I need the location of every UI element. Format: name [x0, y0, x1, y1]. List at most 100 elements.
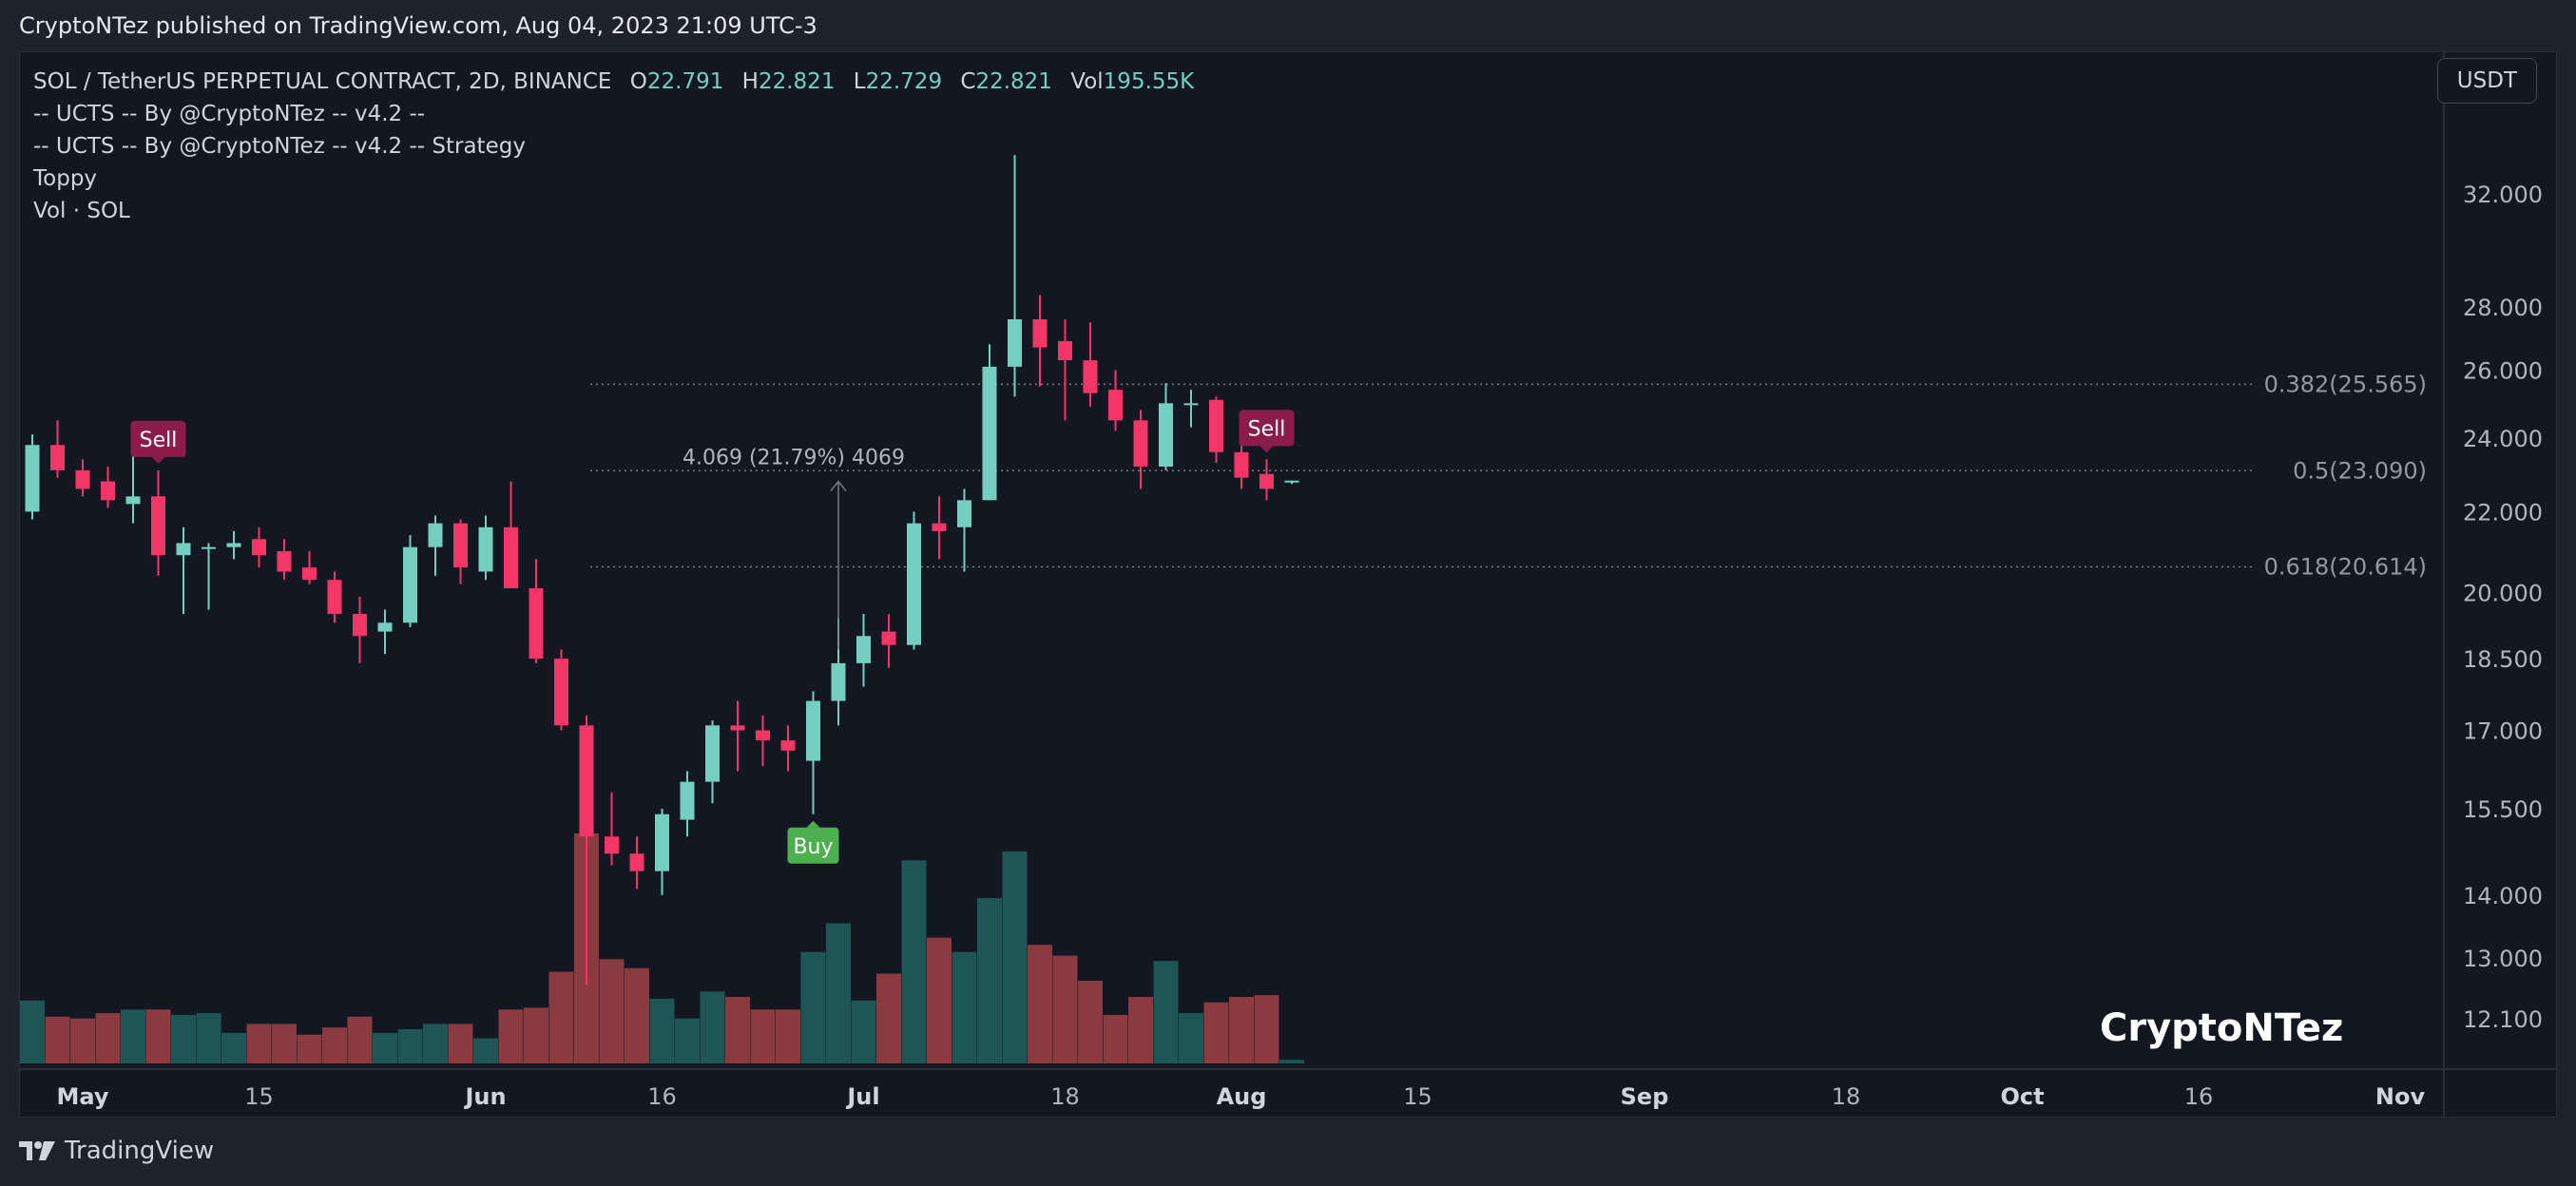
volume-bar	[322, 1027, 347, 1063]
volume-bar	[524, 1007, 548, 1063]
chart-pane[interactable]: 0.382(25.565) 0.5(23.090) 0.618(20.614) 4.0…	[19, 51, 2557, 1118]
candle-body	[327, 580, 342, 615]
candle-body	[428, 523, 443, 547]
volume-bar	[1153, 961, 1179, 1063]
symbol-row: SOL / TetherUS PERPETUAL CONTRACT, 2D, B…	[33, 66, 1194, 98]
signal-badge-tip	[806, 820, 820, 828]
candle-body	[1183, 403, 1199, 406]
price-tick-label: 28.000	[2463, 295, 2543, 321]
candle-body	[353, 614, 367, 637]
candle-body	[705, 725, 720, 782]
time-tick-label: 15	[1403, 1083, 1432, 1110]
volume-bar	[70, 1018, 95, 1063]
indicator-toppy[interactable]: Toppy	[33, 166, 98, 191]
volume-bar	[548, 971, 574, 1063]
candle-body	[1032, 319, 1048, 348]
volume-bar	[221, 1032, 246, 1063]
time-tick-label: Jul	[845, 1083, 879, 1110]
price-tick-label: 15.500	[2463, 796, 2543, 823]
volume-bar	[851, 1000, 876, 1063]
volume-bar	[649, 998, 675, 1063]
volume-bar	[1279, 1060, 1304, 1063]
candle-body	[50, 445, 65, 470]
candle-body	[504, 526, 518, 589]
volume-bar	[625, 967, 649, 1063]
low-label: L	[853, 69, 866, 94]
time-tick-label: Jun	[463, 1083, 506, 1110]
volume-label: Vol	[1070, 69, 1104, 94]
candle-body	[1008, 319, 1022, 367]
price-tick-label: 14.000	[2463, 883, 2543, 909]
fib-level-label: 0.382(25.565)	[2264, 371, 2427, 397]
price-tick-label: 32.000	[2463, 182, 2543, 208]
close-value: 22.821	[975, 69, 1052, 94]
candle-body	[806, 700, 820, 761]
publish-header: CryptoNTez published on TradingView.com,…	[0, 0, 2576, 51]
open-label: O	[629, 69, 647, 94]
signal-label: Sell	[140, 429, 178, 452]
currency-unit-button[interactable]: USDT	[2436, 58, 2537, 104]
volume-bar	[145, 1009, 171, 1063]
time-tick-label: Aug	[1217, 1083, 1267, 1110]
volume-bar	[121, 1009, 145, 1063]
volume-bar	[498, 1009, 524, 1063]
indicator-volume[interactable]: Vol · SOL	[33, 199, 130, 223]
time-tick-label: 18	[1050, 1083, 1080, 1110]
candle-body	[756, 730, 770, 741]
volume-bar	[700, 991, 725, 1063]
fib-level-label: 0.618(20.614)	[2264, 553, 2427, 580]
candle-body	[453, 523, 468, 568]
candle-body	[680, 781, 695, 820]
candle-body	[1234, 451, 1249, 478]
volume-bar	[952, 951, 977, 1063]
signal-badge-tip	[1259, 446, 1274, 453]
volume-bar	[423, 1023, 448, 1063]
tradingview-logo[interactable]: TradingView	[19, 1137, 214, 1165]
candle-body	[101, 481, 115, 501]
candle-body	[403, 546, 417, 623]
time-tick-label: 16	[647, 1083, 677, 1110]
volume-bar	[171, 1014, 196, 1063]
volume-bar	[927, 937, 952, 1063]
high-value: 22.821	[758, 69, 836, 94]
symbol-title[interactable]: SOL / TetherUS PERPETUAL CONTRACT, 2D, B…	[33, 69, 612, 94]
signal-badge	[787, 827, 839, 864]
footer: TradingView	[0, 1118, 2576, 1186]
volume-bar	[1128, 997, 1153, 1063]
signal-label: Sell	[1248, 417, 1286, 441]
candle-body	[252, 539, 266, 556]
tradingview-icon	[19, 1141, 55, 1160]
published-text: CryptoNTez published on TradingView.com,…	[19, 12, 817, 39]
signal-badge	[1239, 410, 1295, 447]
candle-body	[226, 543, 241, 547]
candle-body	[1083, 360, 1098, 393]
candle-body	[1133, 420, 1148, 468]
price-tick-label: 26.000	[2463, 357, 2543, 384]
volume-bar	[473, 1038, 498, 1063]
volume-bar	[272, 1023, 297, 1063]
time-tick-label: May	[57, 1083, 109, 1110]
candle-body	[579, 725, 594, 837]
open-value: 22.791	[646, 69, 724, 94]
indicator-ucts-strategy[interactable]: -- UCTS -- By @CryptoNTez -- v4.2 -- Str…	[33, 134, 526, 159]
indicator-ucts[interactable]: -- UCTS -- By @CryptoNTez -- v4.2 --	[33, 102, 426, 126]
volume-bar	[1103, 1014, 1128, 1063]
fib-level-label: 0.5(23.090)	[2293, 457, 2427, 484]
volume-bar	[448, 1023, 473, 1063]
volume-bar	[1028, 945, 1052, 1063]
candle-body	[1284, 480, 1299, 483]
price-chart[interactable]: 0.382(25.565) 0.5(23.090) 0.618(20.614) 4.0…	[20, 52, 2557, 1118]
candle-body	[856, 636, 871, 663]
price-tick-label: 18.500	[2463, 646, 2543, 673]
price-tick-label: 22.000	[2463, 499, 2543, 526]
volume-bar	[246, 1023, 272, 1063]
price-tick-label: 24.000	[2463, 426, 2543, 452]
candle-body	[75, 469, 90, 489]
volume-bar	[1078, 981, 1103, 1063]
candle-body	[932, 523, 947, 531]
candle-body	[881, 631, 896, 645]
signal-label: Buy	[793, 835, 833, 859]
candle-body	[277, 550, 292, 572]
candle-body	[730, 725, 745, 731]
candle-body	[125, 496, 141, 505]
